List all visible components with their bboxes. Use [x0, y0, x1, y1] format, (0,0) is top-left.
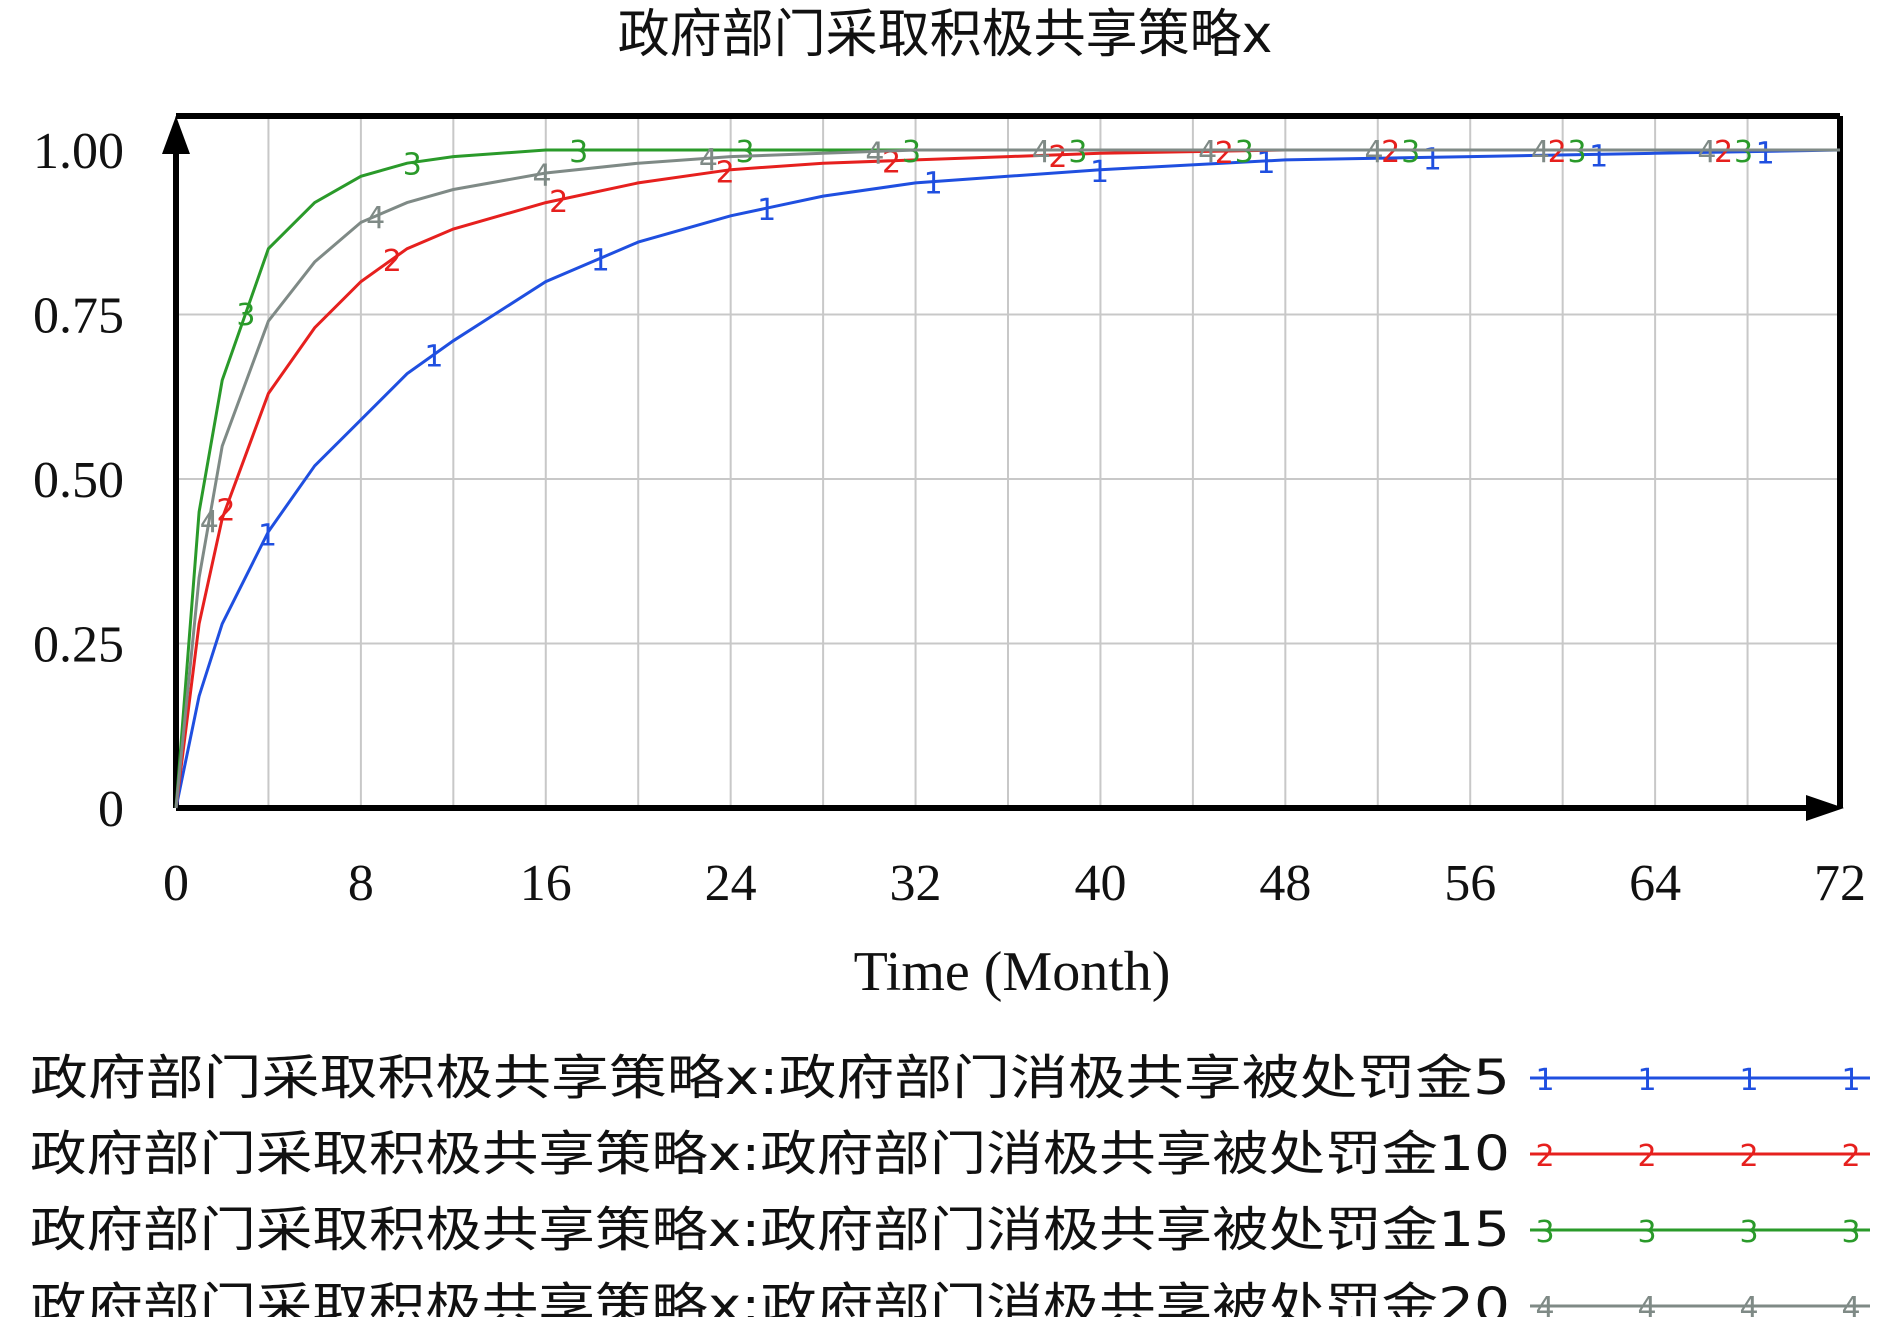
series-marker-2: 2: [1548, 135, 1567, 170]
legend-marker-2: 2: [1637, 1139, 1656, 1174]
x-axis-arrow-icon: [1806, 795, 1844, 821]
x-tick-label: 16: [520, 855, 572, 912]
y-tick-label: 0: [98, 781, 124, 838]
series-marker-2: 2: [1215, 136, 1234, 171]
series-marker-4: 4: [1032, 135, 1051, 170]
legend-label: 政府部门采取积极共享策略x:政府部门消极共享被处罚金20: [30, 1278, 1510, 1317]
x-tick-label: 0: [163, 855, 189, 912]
y-tick-label: 0.50: [33, 452, 124, 509]
legend: 政府部门采取积极共享策略x:政府部门消极共享被处罚金5 1 1 1 1 政府部门采取积极共…: [30, 1050, 1870, 1317]
series-marker-1: 1: [1756, 136, 1775, 171]
series-marker-4: 4: [200, 505, 219, 540]
series-marker-1: 1: [757, 193, 776, 228]
series-marker-2: 2: [716, 156, 735, 191]
legend-marker-1: 1: [1739, 1063, 1758, 1098]
x-tick-label: 48: [1259, 855, 1311, 912]
series-marker-4: 4: [699, 143, 718, 178]
series-marker-2: 2: [882, 146, 901, 181]
legend-label: 政府部门采取积极共享策略x:政府部门消极共享被处罚金5: [30, 1050, 1510, 1106]
series-marker-3: 3: [1235, 135, 1254, 170]
x-tick-label: 24: [705, 855, 757, 912]
axes: [162, 113, 1844, 821]
series-marker-2: 2: [383, 244, 402, 279]
y-axis-arrow-icon: [162, 116, 190, 154]
series-marker-3: 3: [1734, 135, 1753, 170]
legend-marker-2: 2: [1535, 1139, 1554, 1174]
series-marker-1: 1: [1423, 142, 1442, 177]
series-marker-4: 4: [1365, 135, 1384, 170]
x-tick-label: 32: [890, 855, 942, 912]
series-marker-3: 3: [902, 135, 921, 170]
series-marker-1: 1: [258, 518, 277, 553]
y-tick-label: 0.25: [33, 617, 124, 674]
chart-title: 政府部门采取积极共享策略x: [618, 5, 1273, 65]
series-marker-3: 3: [1401, 135, 1420, 170]
series-line-4: [174, 148, 1840, 809]
series-marker-1: 1: [591, 243, 610, 278]
series-marker-3: 3: [236, 298, 255, 333]
legend-marker-4: 4: [1535, 1291, 1554, 1317]
x-tick-label: 64: [1629, 855, 1681, 912]
legend-marker-1: 1: [1637, 1063, 1656, 1098]
series-marker-2: 2: [549, 185, 568, 220]
series-marker-3: 3: [736, 135, 755, 170]
series-marker-1: 1: [1589, 139, 1608, 174]
grid-lines: [175, 116, 1841, 809]
y-tick-label: 1.00: [33, 123, 124, 180]
series-marker-2: 2: [1381, 135, 1400, 170]
series-marker-2: 2: [1048, 140, 1067, 175]
legend-marker-3: 3: [1535, 1215, 1554, 1250]
series-marker-4: 4: [865, 136, 884, 171]
series-marker-1: 1: [1256, 146, 1275, 181]
legend-marker-2: 2: [1739, 1139, 1758, 1174]
legend-label: 政府部门采取积极共享策略x:政府部门消极共享被处罚金15: [30, 1202, 1510, 1258]
series-marker-4: 4: [1697, 135, 1716, 170]
series-marker-4: 4: [1531, 135, 1550, 170]
legend-marker-1: 1: [1535, 1063, 1554, 1098]
legend-marker-3: 3: [1841, 1215, 1860, 1250]
series-marker-4: 4: [1198, 135, 1217, 170]
series-marker-2: 2: [216, 493, 235, 528]
series-line-1: [174, 148, 1841, 809]
series-marker-3: 3: [403, 147, 422, 182]
legend-marker-2: 2: [1841, 1139, 1860, 1174]
legend-marker-3: 3: [1637, 1215, 1656, 1250]
series-marker-3: 3: [569, 135, 588, 170]
legend-label: 政府部门采取积极共享策略x:政府部门消极共享被处罚金10: [30, 1126, 1510, 1182]
legend-marker-4: 4: [1739, 1291, 1758, 1317]
series-marker-3: 3: [1568, 135, 1587, 170]
series-marker-4: 4: [366, 201, 385, 236]
legend-marker-3: 3: [1739, 1215, 1758, 1250]
legend-marker-4: 4: [1841, 1291, 1860, 1317]
x-tick-label: 8: [348, 855, 374, 912]
y-tick-label: 0.75: [33, 288, 124, 345]
x-tick-label: 40: [1074, 855, 1126, 912]
series-marker-1: 1: [424, 340, 443, 375]
legend-marker-4: 4: [1637, 1291, 1656, 1317]
y-tick-labels: 0 0.25 0.50 0.75 1.00: [33, 123, 124, 838]
series-marker-1: 1: [1090, 155, 1109, 190]
x-tick-label: 56: [1444, 855, 1496, 912]
series-marker-4: 4: [533, 159, 552, 194]
x-tick-label: 72: [1814, 855, 1866, 912]
series-marker-3: 3: [1068, 135, 1087, 170]
series-marker-2: 2: [1714, 135, 1733, 170]
x-tick-labels: 0 8 16 24 32 40 48 56 64 72: [163, 855, 1866, 912]
series-marker-1: 1: [924, 167, 943, 202]
legend-marker-1: 1: [1841, 1063, 1860, 1098]
x-axis-label: Time (Month): [854, 941, 1171, 1003]
